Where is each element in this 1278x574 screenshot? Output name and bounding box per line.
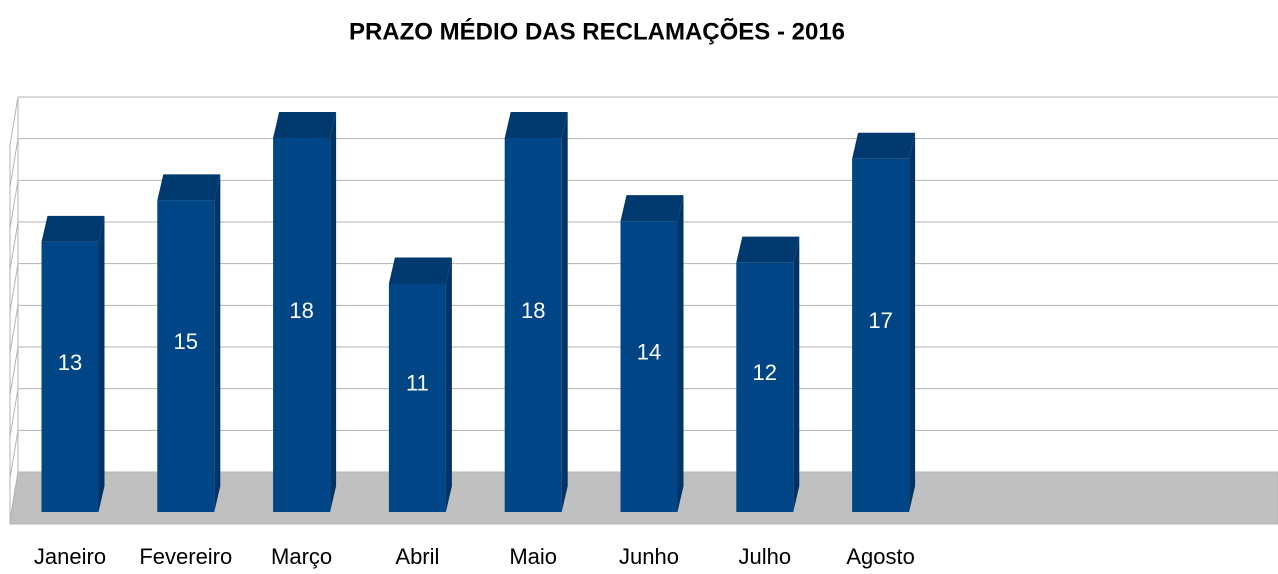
side-grid-line (9, 96, 19, 146)
bar-side (909, 132, 916, 512)
x-tick-label: Maio (509, 544, 557, 569)
x-tick-label: Agosto (846, 544, 915, 569)
value-label: 15 (174, 329, 198, 354)
value-label: 18 (289, 298, 313, 323)
value-label: 18 (521, 298, 545, 323)
side-grid-line (9, 221, 19, 271)
side-grid-line (9, 346, 19, 396)
bar (41, 241, 99, 512)
value-label: 12 (753, 360, 777, 385)
x-tick-label: Janeiro (34, 544, 106, 569)
bar-top (504, 112, 568, 138)
side-grid-line (9, 180, 19, 229)
bar (273, 138, 331, 512)
bar-side (793, 236, 800, 512)
bar-top (736, 236, 800, 263)
side-grid-line (9, 388, 19, 437)
bar-side (561, 112, 568, 512)
bar (620, 221, 678, 512)
x-tick-label: Junho (619, 544, 679, 569)
x-tick-label: Abril (395, 544, 439, 569)
bar (736, 262, 794, 512)
side-grid-line (9, 305, 19, 354)
bar (157, 200, 215, 513)
bar (504, 138, 562, 512)
x-tick-label: Março (271, 544, 332, 569)
value-label: 17 (868, 308, 892, 333)
side-grid-line (9, 138, 19, 187)
bar-side (98, 215, 105, 512)
bar-top (620, 195, 684, 222)
bar-top (41, 215, 105, 242)
side-grid-line (9, 263, 19, 312)
side-grid-line (9, 430, 19, 479)
bar-side (330, 112, 337, 512)
bar-top (388, 257, 452, 284)
x-tick-label: Fevereiro (139, 544, 232, 569)
value-label: 14 (637, 339, 661, 364)
bar-side (445, 257, 452, 512)
bar-top (852, 132, 916, 159)
side-grid-line (9, 471, 19, 521)
bar (388, 283, 446, 512)
bar (852, 158, 910, 512)
x-tick-label: Julho (739, 544, 792, 569)
bar-side (677, 195, 684, 512)
chart-title: PRAZO MÉDIO DAS RECLAMAÇÕES - 2016 (349, 17, 845, 45)
value-label: 11 (406, 371, 429, 396)
bar-top (273, 112, 337, 138)
bar-top (157, 174, 221, 201)
bar-side (214, 174, 221, 513)
value-label: 13 (58, 350, 82, 375)
